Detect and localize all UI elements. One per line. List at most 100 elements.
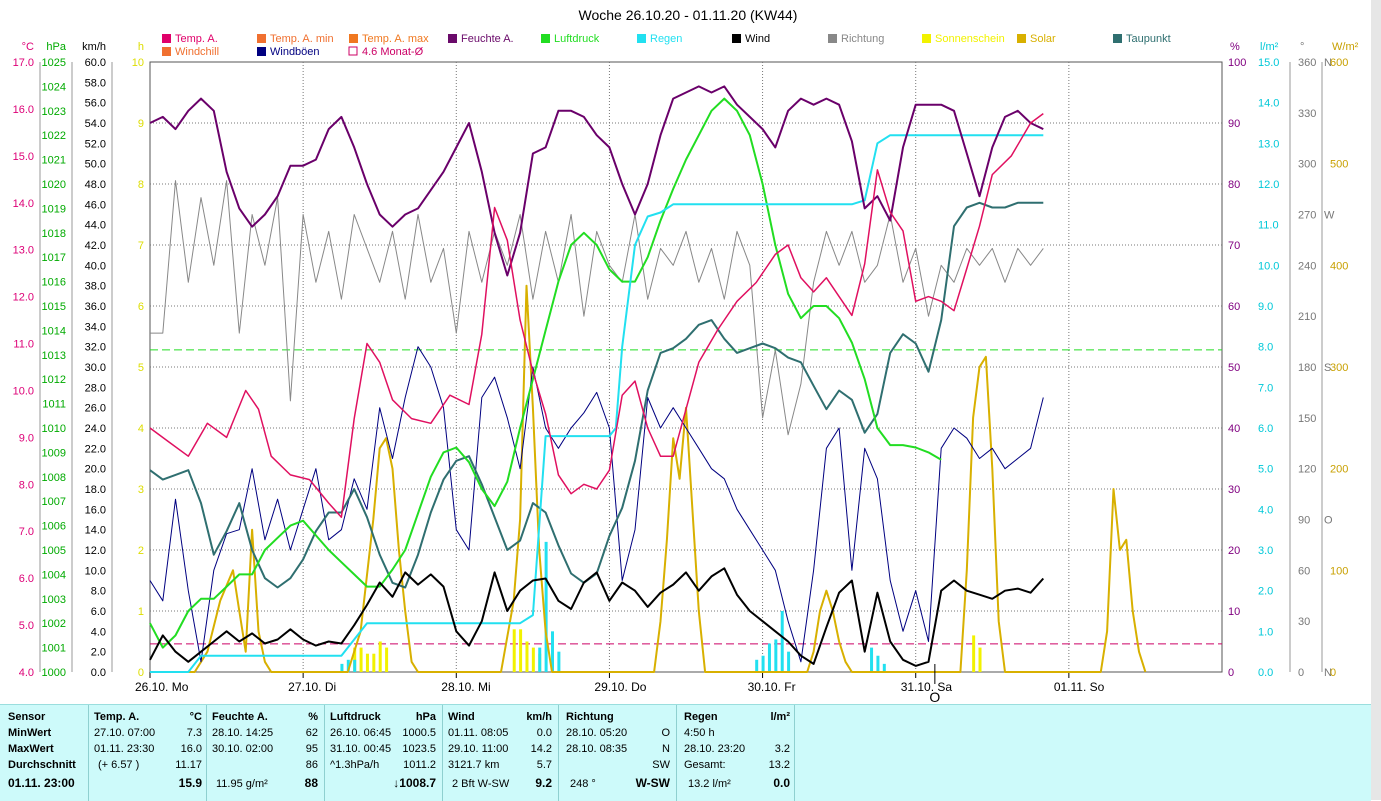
axis-tick-label: 1018	[42, 228, 66, 240]
bar-regenbalken	[876, 655, 880, 672]
legend-swatch	[541, 34, 550, 43]
legend-swatch	[1113, 34, 1122, 43]
axis-tick-label: 1011	[42, 399, 66, 411]
direction-label: W	[1324, 210, 1335, 222]
direction-min-time: 28.10. 05:20	[566, 727, 628, 739]
rain-total-note: 13.2 l/m²	[688, 778, 731, 790]
axis-tick-label: 7.0	[19, 526, 34, 538]
legend-swatch	[257, 34, 266, 43]
current-timestamp: 01.11. 23:00	[8, 776, 75, 790]
axis-tick-label: 2.0	[1258, 586, 1273, 598]
pressure-trend: ^1.3hPa/h	[330, 759, 380, 771]
temp-header: Temp. A.	[94, 711, 140, 723]
axis-tick-label: 60.0	[85, 57, 106, 69]
axis-tick-label: 1002	[42, 618, 66, 630]
row-label-avg: Durchschnitt	[8, 759, 76, 771]
axis-tick-label: 44.0	[85, 220, 106, 232]
axis-tick-label: 12.0	[85, 545, 106, 557]
axis-tick-label: 330	[1298, 108, 1316, 120]
axis-tick-label: 0.0	[1258, 667, 1273, 679]
humidity-min-value: 62	[305, 727, 318, 739]
axis-tick-label: 10.0	[85, 565, 106, 577]
legend-swatch	[257, 47, 266, 56]
axis-tick-label: 1000	[42, 667, 66, 679]
axis-tick-label: 4	[138, 423, 144, 435]
bar-regenbalken	[551, 631, 554, 672]
bar-sonnenschein	[365, 653, 369, 672]
axis-tick-label: 38.0	[85, 281, 106, 293]
temp-current: 15.9	[178, 776, 202, 790]
legend-swatch	[162, 34, 171, 43]
row-label-min: MinWert	[8, 727, 52, 739]
chart-series: O	[149, 85, 1147, 704]
axis-tick-label: 120	[1298, 464, 1316, 476]
pressure-current: ↓1008.7	[393, 776, 436, 790]
axis-unit-label: °C	[22, 41, 34, 53]
axis-tick-label: 30	[1298, 616, 1310, 628]
window-scrollbar[interactable]	[1371, 0, 1381, 800]
axis-tick-label: 17.0	[13, 57, 34, 69]
series-regen	[150, 134, 1044, 673]
rain-header: Regen	[684, 711, 718, 723]
axis-tick-label: 0	[1228, 667, 1234, 679]
direction-min-value: O	[661, 727, 670, 739]
axis-tick-label: 16.0	[13, 104, 34, 116]
axis-tick-label: 36.0	[85, 301, 106, 313]
axis-tick-label: 1005	[42, 545, 66, 557]
axis-tick-label: 1013	[42, 350, 66, 362]
bar-regenbalken	[544, 541, 548, 672]
axis-tick-label: 42.0	[85, 240, 106, 252]
humidity-abs-note: 11.95 g/m²	[216, 778, 268, 790]
bar-sonnenschein	[372, 653, 376, 672]
axis-tick-label: 90	[1228, 118, 1240, 130]
series-wind	[149, 567, 1045, 667]
axis-tick-label: 0	[1330, 667, 1336, 679]
axis-tick-label: 1008	[42, 472, 66, 484]
axis-tick-label: 5.0	[1258, 464, 1273, 476]
bar-regenbalken	[774, 639, 778, 672]
axis-tick-label: 18.0	[85, 484, 106, 496]
axis-tick-label: 300	[1298, 159, 1316, 171]
temp-min-time: 27.10. 07:00	[94, 727, 156, 739]
axis-tick-label: 11.0	[13, 339, 34, 351]
axis-tick-label: 16.0	[85, 504, 106, 516]
rain-unit: l/m²	[770, 711, 790, 723]
axis-tick-label: 2	[138, 545, 144, 557]
axis-tick-label: 1003	[42, 594, 66, 606]
axis-tick-label: 10	[1228, 606, 1240, 618]
axis-tick-label: 600	[1330, 57, 1348, 69]
series-temp-a-	[149, 112, 1044, 518]
axis-tick-label: 1014	[42, 325, 66, 337]
plot-grid	[149, 61, 1223, 673]
axis-tick-label: 11.0	[1258, 220, 1279, 232]
pressure-max-value: 1023.5	[402, 743, 436, 755]
temp-unit: °C	[189, 711, 202, 723]
overlay-marker-label: O	[929, 689, 940, 704]
wind-beaufort: 2 Bft W-SW	[452, 778, 510, 790]
pressure-unit: hPa	[415, 711, 436, 723]
axis-tick-label: 10	[132, 57, 144, 69]
axis-tick-label: 500	[1330, 159, 1348, 171]
axis-tick-label: 10.0	[13, 385, 34, 397]
axis-tick-label: 1009	[42, 447, 66, 459]
rain-column: Regen l/m² 4:50 h 28.10. 23:20 3.2 Gesam…	[684, 705, 790, 801]
axis-tick-label: 34.0	[85, 321, 106, 333]
legend-swatch	[732, 34, 741, 43]
axis-tick-label: 70	[1228, 240, 1240, 252]
bar-regenbalken	[557, 651, 561, 672]
axis-tick-label: 28.0	[85, 382, 106, 394]
legend-swatch	[922, 34, 931, 43]
bar-regenbalken	[780, 611, 784, 672]
axis-tick-label: 150	[1298, 413, 1316, 425]
axis-tick-label: 2.0	[91, 647, 106, 659]
axis-unit-label: W/m²	[1332, 41, 1359, 53]
axis-tick-label: 9	[138, 118, 144, 130]
axis-tick-label: 7.0	[1258, 382, 1273, 394]
legend-entry: Temp. A.	[175, 33, 218, 45]
weather-chart: Woche 26.10.20 - 01.11.20 (KW44) Temp. A…	[12, 7, 1359, 704]
legend-swatch	[348, 46, 358, 56]
legend-entry: Temp. A. min	[270, 33, 334, 45]
axis-tick-label: 1016	[42, 277, 66, 289]
axis-tick-label: 1010	[42, 423, 66, 435]
rain-total-value: 13.2	[768, 759, 790, 771]
